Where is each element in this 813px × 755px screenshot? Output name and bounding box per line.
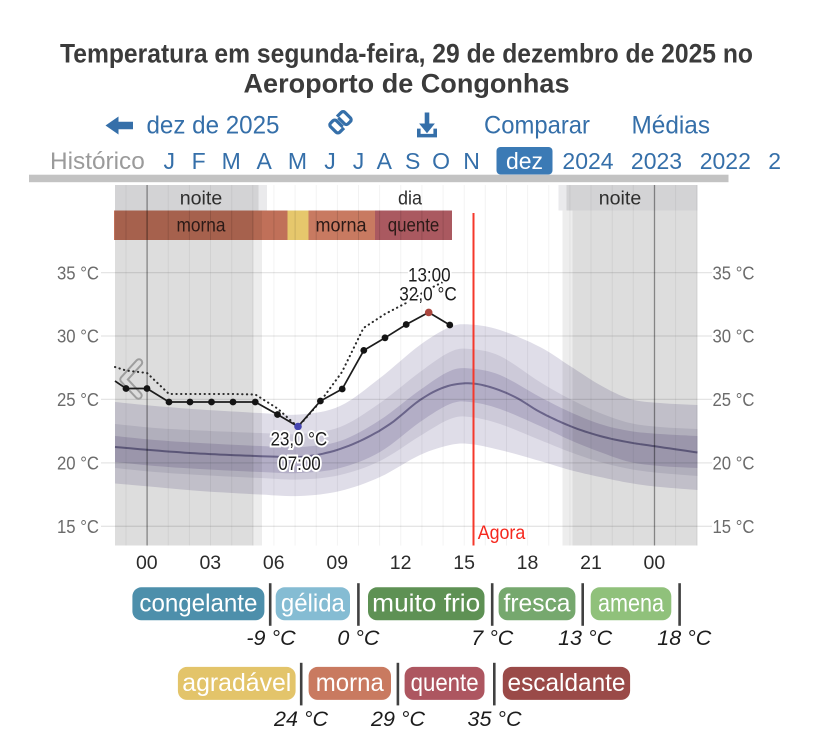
svg-text:0 °C: 0 °C (337, 626, 380, 650)
svg-text:18: 18 (517, 552, 539, 574)
svg-text:J: J (324, 148, 336, 174)
svg-text:20 °C: 20 °C (57, 453, 99, 474)
svg-text:dia: dia (398, 189, 422, 210)
svg-text:-9 °C: -9 °C (246, 626, 296, 650)
svg-text:Agora: Agora (478, 522, 526, 544)
svg-text:J: J (353, 148, 365, 174)
svg-text:Aeroporto de Congonhas: Aeroporto de Congonhas (244, 69, 570, 99)
svg-text:A: A (257, 148, 273, 174)
svg-text:15 °C: 15 °C (713, 516, 755, 537)
svg-text:M: M (222, 148, 241, 174)
svg-text:N: N (463, 148, 480, 174)
svg-text:03: 03 (199, 552, 221, 574)
svg-text:fresca: fresca (504, 589, 571, 617)
svg-text:25 °C: 25 °C (713, 389, 755, 410)
svg-text:18 °C: 18 °C (657, 626, 711, 650)
svg-text:7 °C: 7 °C (471, 626, 514, 650)
svg-text:O: O (432, 148, 450, 174)
svg-text:Médias: Médias (632, 111, 711, 139)
svg-text:13 °C: 13 °C (558, 626, 612, 650)
svg-text:noite: noite (180, 189, 223, 210)
svg-text:20 °C: 20 °C (713, 453, 755, 474)
svg-text:gélida: gélida (281, 589, 345, 617)
svg-text:Histórico: Histórico (50, 148, 145, 175)
svg-text:35 °C: 35 °C (467, 707, 521, 731)
svg-text:A: A (377, 148, 393, 174)
svg-text:2: 2 (768, 148, 781, 174)
svg-text:13:00: 13:00 (408, 264, 451, 286)
svg-text:07:00: 07:00 (278, 453, 321, 475)
svg-text:M: M (288, 148, 307, 174)
svg-text:30 °C: 30 °C (57, 326, 99, 347)
svg-text:dez de 2025: dez de 2025 (147, 111, 280, 139)
svg-text:morna: morna (316, 669, 384, 697)
svg-text:2022: 2022 (700, 148, 751, 174)
svg-text:00: 00 (644, 552, 666, 574)
svg-text:quente: quente (411, 669, 479, 697)
svg-text:32,0 °C: 32,0 °C (399, 284, 457, 306)
svg-text:25 °C: 25 °C (57, 389, 99, 410)
svg-text:29 °C: 29 °C (370, 707, 425, 731)
svg-text:amena: amena (598, 589, 664, 617)
svg-text:21: 21 (580, 552, 602, 574)
svg-text:J: J (164, 148, 176, 174)
svg-text:Comparar: Comparar (484, 111, 590, 139)
svg-text:quente: quente (388, 216, 440, 237)
svg-text:S: S (405, 148, 420, 174)
svg-text:24 °C: 24 °C (273, 707, 328, 731)
svg-text:15: 15 (453, 552, 475, 574)
svg-text:00: 00 (136, 552, 158, 574)
svg-text:09: 09 (326, 552, 348, 574)
svg-text:F: F (192, 148, 206, 174)
svg-text:muito frio: muito frio (372, 589, 480, 617)
svg-text:noite: noite (599, 189, 642, 210)
svg-text:30 °C: 30 °C (713, 326, 755, 347)
svg-text:dez: dez (506, 148, 543, 174)
svg-text:Temperatura em segunda-feira,: Temperatura em segunda-feira, 29 de deze… (60, 39, 753, 69)
svg-text:15 °C: 15 °C (57, 516, 99, 537)
svg-text:23,0 °C: 23,0 °C (271, 428, 328, 450)
svg-text:congelante: congelante (139, 589, 257, 617)
svg-text:morna: morna (316, 216, 367, 237)
svg-text:morna: morna (177, 216, 226, 237)
svg-text:agradável: agradável (182, 669, 291, 697)
svg-text:2024: 2024 (562, 148, 613, 174)
svg-text:35 °C: 35 °C (713, 262, 755, 283)
svg-text:escaldante: escaldante (508, 669, 626, 697)
svg-text:35 °C: 35 °C (57, 262, 99, 283)
svg-text:12: 12 (390, 552, 412, 574)
svg-text:06: 06 (263, 552, 285, 574)
svg-text:2023: 2023 (631, 148, 682, 174)
